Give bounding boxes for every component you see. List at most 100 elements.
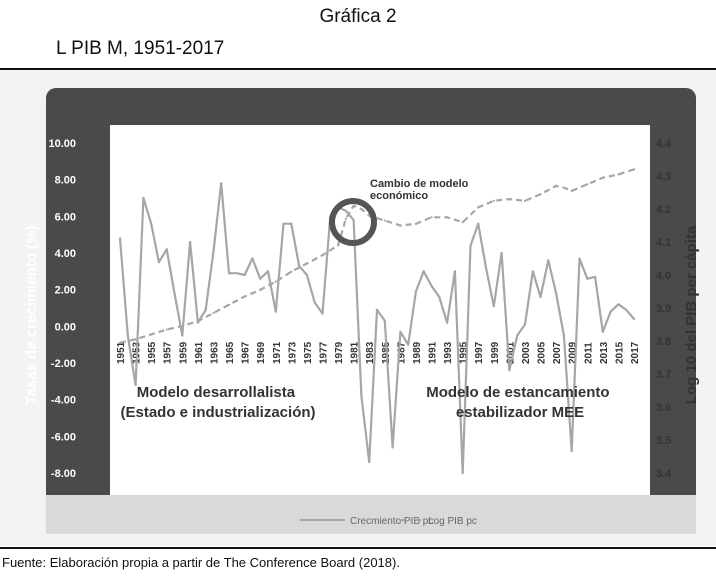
log-point: [601, 176, 604, 179]
x-tick-label: 1987: [396, 341, 407, 364]
log-point: [562, 186, 566, 189]
growth-point: [414, 290, 418, 293]
y-tick-label: 2.00: [55, 285, 76, 297]
y2-tick-label: 4.2: [656, 204, 671, 216]
x-tick-label: 1973: [287, 341, 298, 364]
y2-tick-label: 3.6: [656, 402, 671, 414]
log-point: [181, 325, 184, 328]
y2-axis-label: Log 10 del PIB per cápita: [683, 225, 700, 404]
growth-point: [523, 323, 527, 326]
growth-point: [407, 343, 410, 346]
log-point: [399, 224, 402, 227]
y-tick-label: -4.00: [51, 395, 76, 407]
log-point: [118, 341, 122, 344]
log-point: [196, 320, 199, 323]
x-tick-label: 1979: [334, 341, 345, 364]
log-point: [290, 270, 293, 273]
growth-point: [477, 222, 480, 225]
y2-tick-label: 3.5: [656, 435, 671, 447]
y2-tick-label: 4.3: [656, 171, 671, 183]
x-tick-label: 1955: [147, 341, 158, 364]
growth-point: [352, 218, 355, 222]
figure-number: Gráfica 2: [319, 6, 397, 27]
growth-point: [165, 248, 168, 251]
log-point: [430, 216, 433, 219]
log-point: [539, 193, 542, 196]
y-tick-label: 8.00: [55, 175, 76, 187]
log-point: [632, 168, 636, 171]
legend-label-growth: Crecmiento PIB pc: [350, 516, 433, 527]
growth-point: [181, 334, 184, 337]
log-point: [492, 199, 495, 202]
growth-point: [539, 295, 542, 299]
growth-point: [188, 240, 192, 244]
log-point: [508, 198, 511, 201]
x-tick-label: 1951: [116, 341, 127, 364]
growth-point: [430, 284, 433, 288]
log-point: [461, 221, 464, 224]
annotation-model2: Modelo de estancamiento estabilizador ME…: [426, 384, 614, 421]
growth-point: [609, 310, 612, 313]
log-point: [243, 295, 246, 298]
growth-point: [142, 196, 145, 200]
growth-point: [461, 471, 464, 475]
y2-tick-label: 4.4: [656, 138, 672, 150]
log-point: [305, 262, 309, 265]
growth-point: [469, 244, 472, 247]
growth-point: [298, 264, 301, 267]
growth-point: [212, 250, 215, 253]
legend-band: [46, 495, 696, 534]
x-tick-label: 1991: [428, 341, 439, 364]
growth-point: [220, 182, 223, 185]
x-tick-label: 1993: [443, 341, 454, 364]
y-axis-label: Tasas de crecimiento (%): [23, 226, 40, 405]
x-tick-label: 1995: [459, 341, 470, 364]
growth-point: [516, 334, 519, 337]
growth-point: [508, 369, 511, 372]
right-axis: 4.4 4.3 4.2 4.1 4.0 3.9 3.8 3.7 3.6 3.5 3.4: [656, 138, 672, 480]
y2-tick-label: 4.0: [656, 270, 671, 282]
chart: Tasas de crecimiento (%) Log 10 del PIB …: [0, 70, 716, 546]
growth-point: [593, 275, 597, 278]
growth-point: [617, 303, 620, 306]
growth-point: [204, 308, 207, 311]
growth-point: [368, 460, 371, 464]
x-tick-label: 1975: [303, 341, 314, 364]
growth-point: [445, 321, 449, 324]
x-tick-label: 1997: [474, 341, 485, 364]
y2-tick-label: 3.4: [656, 468, 672, 480]
y2-tick-label: 4.1: [656, 237, 671, 249]
growth-point: [118, 237, 122, 240]
log-point: [570, 189, 573, 192]
x-tick-label: 1965: [225, 341, 236, 364]
growth-point: [321, 312, 324, 315]
log-point: [344, 217, 347, 220]
y2-tick-label: 3.9: [656, 303, 671, 315]
log-point: [555, 184, 558, 187]
x-axis: 1951 1953 1955 1957 1959 1961 1963 1965 1967 1969…: [116, 341, 641, 364]
x-tick-label: 2017: [630, 341, 641, 364]
growth-point: [227, 272, 231, 275]
x-tick-label: 1981: [350, 341, 361, 364]
growth-point: [625, 308, 628, 311]
x-tick-label: 2001: [505, 341, 516, 364]
log-point: [383, 219, 386, 222]
log-point: [617, 173, 620, 176]
growth-point: [547, 259, 550, 262]
growth-point: [282, 222, 285, 225]
x-tick-label: 2011: [583, 342, 594, 364]
log-point: [227, 303, 231, 306]
log-point: [523, 199, 527, 202]
growth-point: [453, 270, 456, 273]
legend: Crecmiento PIB pc Log PIB pc: [300, 516, 477, 527]
growth-point: [391, 446, 394, 449]
log-point: [274, 280, 277, 283]
x-tick-label: 2005: [537, 341, 548, 364]
log-point: [150, 333, 153, 336]
growth-point: [422, 270, 425, 273]
x-tick-label: 1961: [194, 341, 205, 364]
x-tick-label: 2015: [614, 341, 625, 364]
y-tick-label: 4.00: [55, 248, 76, 260]
growth-point: [266, 270, 270, 273]
x-tick-label: 2009: [568, 341, 579, 364]
